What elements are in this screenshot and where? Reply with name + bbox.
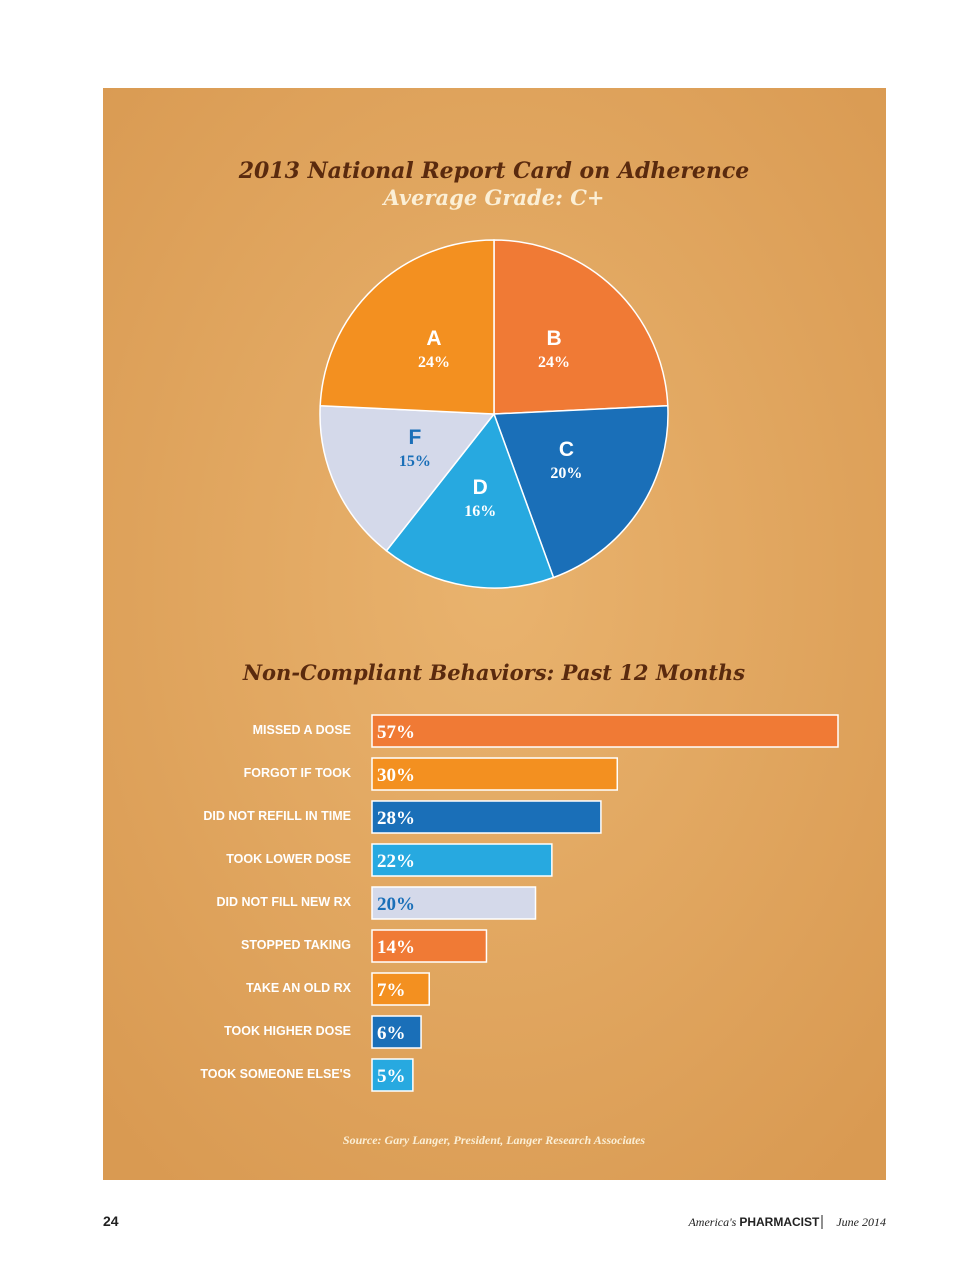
publication-prefix: America's	[687, 1215, 736, 1229]
bar-category: STOPPED TAKING	[241, 938, 351, 952]
pie-slice	[492, 404, 669, 579]
bar-value-label: 6%	[377, 1023, 406, 1044]
slice-value-label: 20%	[550, 465, 582, 482]
bar	[371, 886, 537, 920]
footer: America's PHARMACIST June 2014	[687, 1215, 886, 1229]
bar-value-label: 30%	[377, 765, 415, 786]
bar-category: MISSED A DOSE	[253, 723, 351, 737]
slice-value-label: 16%	[464, 503, 496, 520]
bar	[371, 757, 619, 791]
bar-category: FORGOT IF TOOK	[244, 766, 351, 780]
slice-label: D	[473, 476, 488, 499]
bar	[371, 929, 488, 963]
bar	[371, 714, 839, 748]
bar	[371, 972, 430, 1006]
bar-category: TOOK HIGHER DOSE	[224, 1024, 351, 1038]
bar-category: DID NOT FILL NEW RX	[217, 895, 352, 909]
slice-label: B	[546, 327, 561, 350]
pie-slice	[319, 239, 495, 415]
bar-category: DID NOT REFILL IN TIME	[203, 809, 351, 823]
pie-title: 2013 National Report Card on Adherence	[238, 158, 750, 184]
bar-value-label: 14%	[377, 937, 415, 958]
pie-slice	[385, 412, 555, 589]
bar	[371, 843, 553, 877]
bar	[371, 800, 602, 834]
pie-slice	[319, 404, 496, 552]
bar-value-label: 7%	[377, 980, 406, 1001]
slice-value-label: 24%	[418, 354, 450, 371]
publication: PHARMACIST	[739, 1215, 820, 1229]
bar-value-label: 22%	[377, 851, 415, 872]
bar-value-label: 5%	[377, 1066, 406, 1087]
bar-value-label: 20%	[377, 894, 415, 915]
slice-label: F	[408, 426, 421, 449]
bar-value-label: 28%	[377, 808, 415, 829]
slice-value-label: 15%	[399, 453, 431, 470]
bar	[371, 1058, 414, 1092]
pie-slice	[493, 239, 669, 415]
bar-category: TOOK LOWER DOSE	[226, 852, 351, 866]
page-number: 24	[103, 1213, 119, 1229]
bar-value-label: 57%	[377, 722, 415, 743]
bar-category: TAKE AN OLD RX	[246, 981, 352, 995]
bar-category: TOOK SOMEONE ELSE'S	[200, 1067, 351, 1081]
slice-label: A	[426, 327, 441, 350]
issue: June 2014	[836, 1215, 886, 1229]
source: Source: Gary Langer, President, Langer R…	[343, 1133, 646, 1147]
bar	[371, 1015, 422, 1049]
pie-subtitle: Average Grade: C+	[381, 185, 604, 210]
slice-label: C	[559, 438, 574, 461]
slice-value-label: 24%	[538, 354, 570, 371]
bar-title: Non-Compliant Behaviors: Past 12 Months	[242, 660, 745, 685]
